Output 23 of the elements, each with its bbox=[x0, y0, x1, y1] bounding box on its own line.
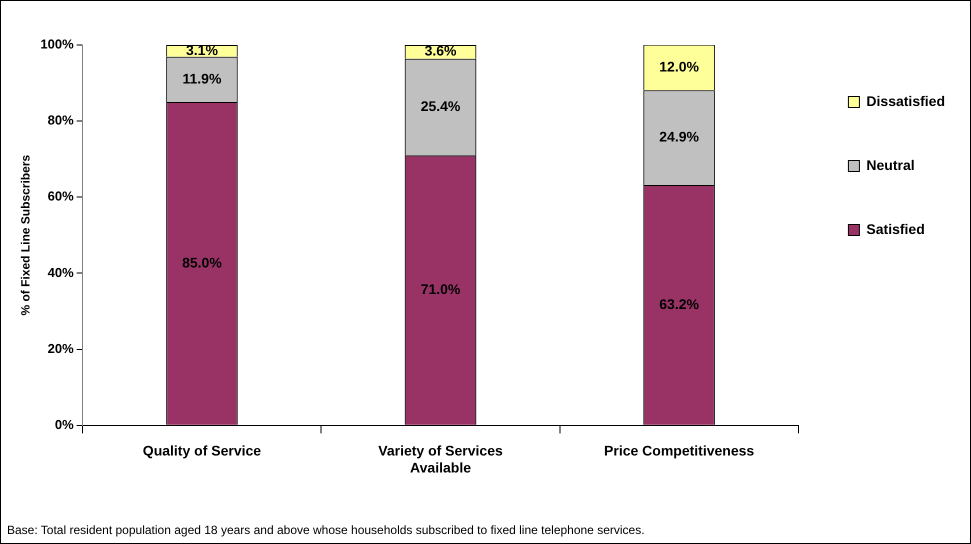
data-label: 85.0% bbox=[182, 254, 222, 270]
y-tick-label: 20% bbox=[48, 340, 74, 356]
y-tick-label: 80% bbox=[48, 112, 74, 128]
data-label: 71.0% bbox=[420, 280, 461, 297]
data-label: 24.9% bbox=[659, 128, 700, 144]
x-tick-label: Price Competitiveness bbox=[604, 442, 754, 459]
data-label: 25.4% bbox=[420, 98, 461, 114]
data-label: 3.1% bbox=[186, 42, 218, 58]
y-tick-label: 60% bbox=[48, 188, 74, 204]
text: Base: Total resident population aged 18 years and above whose households subscribed to fixed line telephone services. bbox=[7, 523, 645, 537]
y-tick-label: 100% bbox=[40, 36, 74, 52]
x-tick-label: Quality of Service bbox=[142, 442, 262, 459]
data-label: 3.6% bbox=[424, 42, 458, 59]
legend-label: Neutral bbox=[866, 156, 915, 173]
data-label: 11.9% bbox=[182, 70, 222, 86]
y-tick-label: 0% bbox=[54, 416, 74, 432]
legend-label: Dissatisfied bbox=[866, 92, 946, 109]
data-label: 12.0% bbox=[659, 58, 700, 74]
data-label: 63.2% bbox=[659, 296, 700, 312]
y-axis-title: % of Fixed Line Subscribers bbox=[18, 154, 33, 316]
y-tick-label: 40% bbox=[48, 264, 74, 280]
x-tick-label: Variety of Services Available bbox=[378, 442, 504, 476]
legend-label: Satisfied bbox=[866, 220, 925, 237]
